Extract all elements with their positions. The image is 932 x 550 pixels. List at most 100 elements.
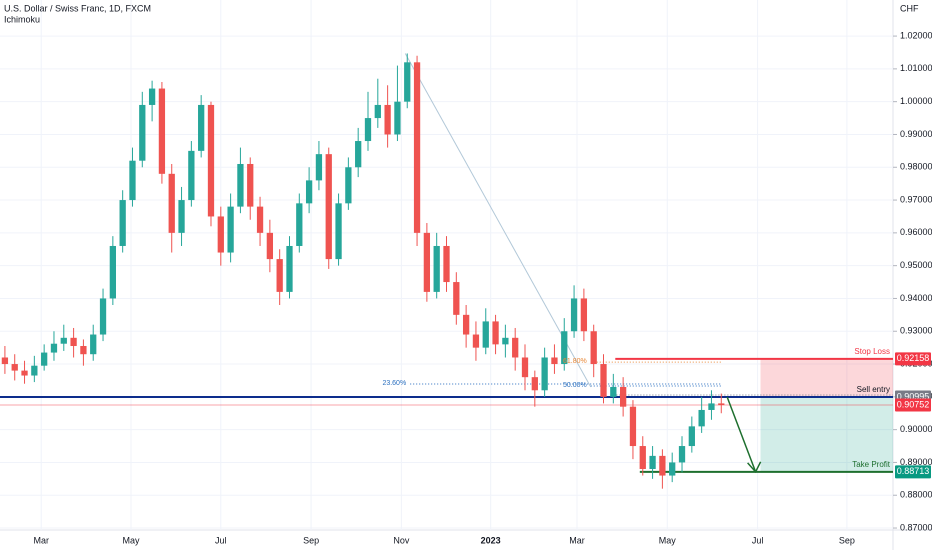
candle-body xyxy=(404,62,411,102)
candle-body xyxy=(688,426,695,447)
candle-body xyxy=(158,88,166,174)
candle-body xyxy=(90,334,97,355)
candle-body xyxy=(619,387,627,407)
candle-body xyxy=(207,104,215,217)
candle-body xyxy=(70,337,77,347)
candle-body xyxy=(443,245,450,283)
fib-label: 50.00% xyxy=(563,382,587,389)
candle-body xyxy=(227,206,234,253)
y-tick-label: 0.90000 xyxy=(900,424,932,434)
candle-body xyxy=(718,403,725,406)
candle-body xyxy=(237,163,244,207)
candle-body xyxy=(109,245,116,299)
chart-title: U.S. Dollar / Swiss Franc, 1D, FXCM xyxy=(4,3,151,13)
y-axis-label: CHF xyxy=(900,3,919,13)
trend-line xyxy=(404,53,592,388)
fib-label: 23.60% xyxy=(382,380,406,387)
candle-body xyxy=(472,334,480,348)
candle-body xyxy=(129,160,136,201)
candle-body xyxy=(521,357,529,378)
candle-body xyxy=(708,403,715,410)
candle-body xyxy=(325,154,332,260)
candle-body xyxy=(541,357,548,391)
x-tick-label: 2023 xyxy=(481,535,501,545)
candle-body xyxy=(80,346,87,355)
candle-body xyxy=(286,245,293,292)
candle-body xyxy=(659,455,666,476)
candle-body xyxy=(345,167,352,204)
candle-body xyxy=(1,357,9,365)
x-tick-label: Jul xyxy=(752,535,764,545)
candle-body xyxy=(669,462,676,476)
overlay: 0.870000.880000.890000.900000.910000.920… xyxy=(33,30,932,545)
candle-body xyxy=(374,104,381,119)
y-tick-label: 0.95000 xyxy=(900,260,932,270)
candle-body xyxy=(217,216,224,253)
candle-body xyxy=(198,104,205,151)
candle-body xyxy=(698,409,705,427)
candle-body xyxy=(31,365,38,376)
arrow-head xyxy=(747,461,762,474)
candle-body xyxy=(315,154,323,181)
x-tick-label: Nov xyxy=(393,535,410,545)
candle-body xyxy=(394,101,401,135)
y-tick-label: 1.01000 xyxy=(900,63,932,73)
candles xyxy=(1,53,725,489)
candle-body xyxy=(178,200,185,233)
candle-body xyxy=(148,88,156,105)
candle-body xyxy=(502,337,509,345)
candle-body xyxy=(266,232,274,260)
y-tick-label: 1.02000 xyxy=(900,30,932,40)
candle-body xyxy=(629,406,637,447)
candle-body xyxy=(433,245,440,292)
y-tick-label: 0.87000 xyxy=(900,522,932,532)
stop-loss-label: Stop Loss xyxy=(854,347,890,356)
candle-body xyxy=(21,370,28,376)
candle-body xyxy=(610,387,617,397)
candle-body xyxy=(168,173,175,233)
x-tick-label: Mar xyxy=(33,535,49,545)
y-tick-label: 0.97000 xyxy=(900,194,932,204)
candle-body xyxy=(247,163,254,207)
candle-body xyxy=(551,357,558,365)
price-box-label: 0.90752 xyxy=(897,399,930,409)
candle-body xyxy=(413,62,421,233)
candle-body xyxy=(492,321,499,345)
price-box-label: 0.88713 xyxy=(897,466,930,476)
y-tick-label: 0.99000 xyxy=(900,129,932,139)
x-tick-label: Mar xyxy=(569,535,585,545)
candle-body xyxy=(355,141,362,168)
candle-body xyxy=(482,321,489,348)
candle-body xyxy=(453,282,460,315)
price-box-label: 0.92158 xyxy=(897,353,930,363)
candle-body xyxy=(600,364,607,397)
candle-body xyxy=(384,104,391,135)
drawings xyxy=(0,53,893,473)
candle-body xyxy=(678,446,686,463)
y-tick-label: 0.88000 xyxy=(900,490,932,500)
price-box-label: 0.90995 xyxy=(897,391,930,401)
price-box xyxy=(895,398,931,412)
candle-body xyxy=(364,118,372,142)
take-profit-label: Take Profit xyxy=(852,460,891,469)
x-tick-label: Sep xyxy=(303,535,319,545)
candle-body xyxy=(561,331,568,365)
price-box xyxy=(895,465,931,479)
fib-label: 61.80% xyxy=(563,358,587,365)
y-tick-label: 0.94000 xyxy=(900,293,932,303)
x-tick-label: Sep xyxy=(839,535,855,545)
candle-body xyxy=(570,298,578,332)
candle-body xyxy=(139,104,146,161)
price-box xyxy=(895,352,931,366)
y-tick-label: 1.00000 xyxy=(900,96,932,106)
candle-body xyxy=(531,377,538,391)
candle-body xyxy=(188,150,195,201)
candle-body xyxy=(60,337,67,344)
candle-body xyxy=(119,200,126,246)
candle-body xyxy=(41,352,48,366)
candle-body xyxy=(11,364,18,371)
y-tick-label: 0.96000 xyxy=(900,227,932,237)
y-tick-label: 0.93000 xyxy=(900,326,932,336)
candle-body xyxy=(423,232,431,292)
